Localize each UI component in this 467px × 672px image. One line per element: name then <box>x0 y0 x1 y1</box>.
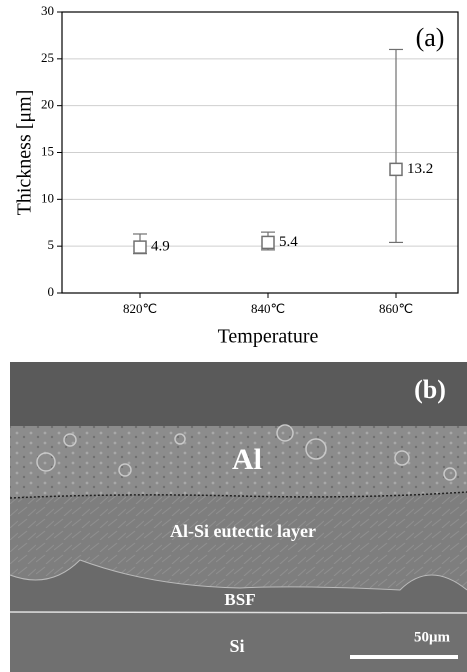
page: {"chart_data": {"type": "errorpoint", "p… <box>0 0 467 672</box>
y-tick-label: 10 <box>41 190 54 205</box>
scale-bar-label: 50μm <box>414 629 451 645</box>
y-tick-label: 15 <box>41 143 54 158</box>
scale-bar <box>350 655 458 659</box>
value-label: 4.9 <box>151 239 170 255</box>
layer-label: Al-Si eutectic layer <box>170 521 316 541</box>
y-tick-label: 30 <box>41 3 54 18</box>
figure: (b) Al Al-Si eutectic layer BSF Si 50μm … <box>0 0 467 672</box>
layer-label: Al <box>232 443 262 476</box>
x-tick-label: 820℃ <box>123 301 157 316</box>
layer-label: Si <box>229 636 244 656</box>
y-tick-label: 5 <box>48 237 55 252</box>
y-tick-label: 0 <box>48 284 55 299</box>
value-label: 5.4 <box>279 234 298 250</box>
x-tick-label: 860℃ <box>379 301 413 316</box>
y-tick-label: 25 <box>41 50 54 65</box>
marker <box>134 241 146 253</box>
x-axis-label: Temperature <box>218 326 319 348</box>
panel-label: (b) <box>414 375 446 404</box>
marker <box>262 236 274 248</box>
panel-label: (a) <box>416 23 445 52</box>
y-axis-label: Thickness [μm] <box>14 90 36 216</box>
x-tick-label: 840℃ <box>251 301 285 316</box>
y-tick-label: 20 <box>41 97 54 112</box>
marker <box>390 163 402 175</box>
value-label: 13.2 <box>407 161 433 177</box>
si-edge <box>10 612 467 613</box>
micrograph: (b) Al Al-Si eutectic layer BSF Si 50μm <box>10 362 467 672</box>
layer-label: BSF <box>224 590 255 609</box>
